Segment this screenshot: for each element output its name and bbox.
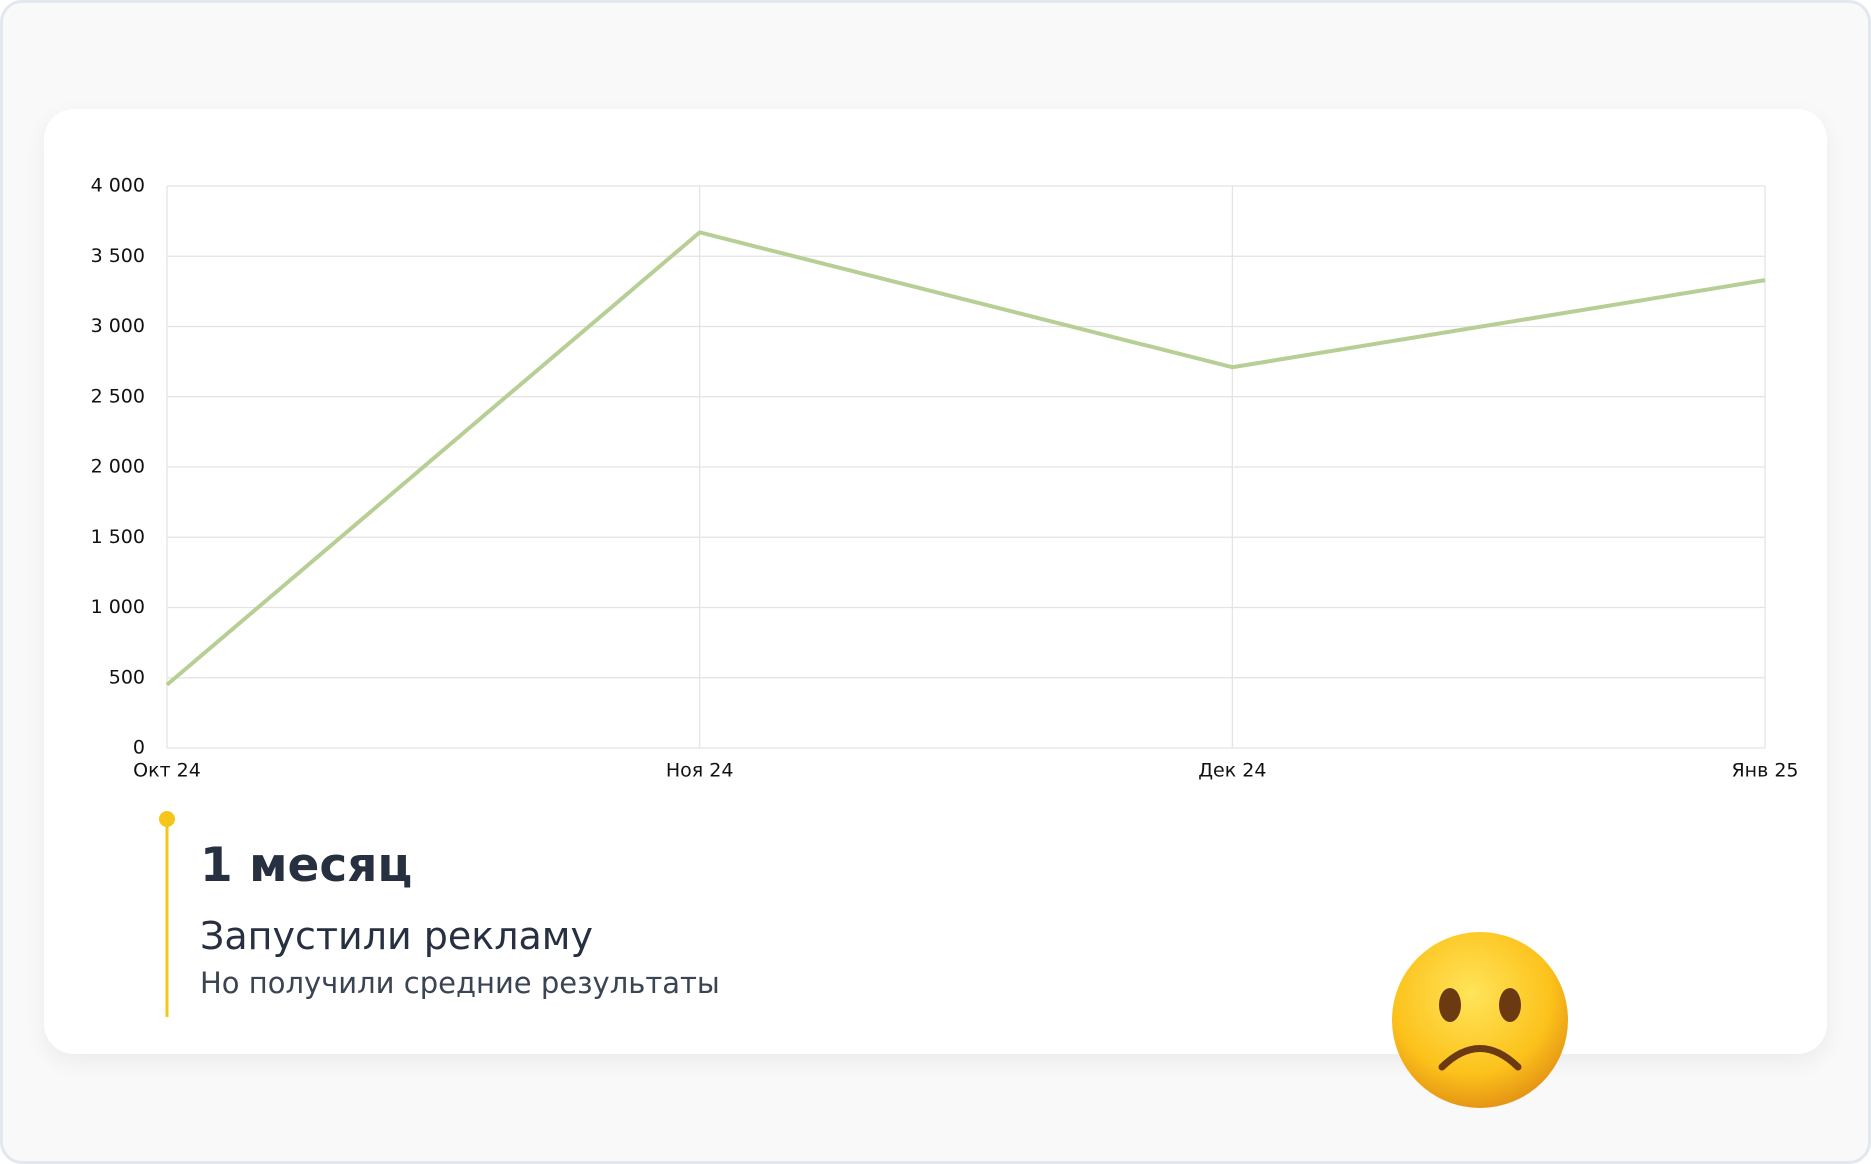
y-tick-label: 4 000 bbox=[91, 175, 145, 197]
y-tick-label: 1 500 bbox=[91, 526, 145, 548]
card bbox=[44, 109, 1827, 1054]
y-tick-label: 2 000 bbox=[91, 456, 145, 478]
y-tick-label: 3 500 bbox=[91, 245, 145, 267]
y-tick-label: 2 500 bbox=[91, 385, 145, 407]
timeline-dot bbox=[159, 811, 175, 827]
note-subtitle: Но получили средние результаты bbox=[200, 966, 720, 1000]
y-tick-label: 3 000 bbox=[91, 315, 145, 337]
line bbox=[165, 230, 1766, 687]
x-tick-label: Дек 24 bbox=[1198, 760, 1266, 782]
x-tick-label: Янв 25 bbox=[1731, 760, 1798, 782]
y-tick-label: 1 000 bbox=[91, 596, 145, 618]
x-tick-label: Ноя 24 bbox=[666, 760, 734, 782]
y-tick-label: 500 bbox=[109, 666, 145, 688]
y-tick-label: 0 bbox=[133, 737, 145, 759]
x-tick-label: Окт 24 bbox=[133, 760, 201, 782]
note-title: Запустили рекламу bbox=[200, 914, 593, 958]
note-heading: 1 месяц bbox=[200, 838, 413, 893]
sad-emoji bbox=[1392, 932, 1568, 1108]
